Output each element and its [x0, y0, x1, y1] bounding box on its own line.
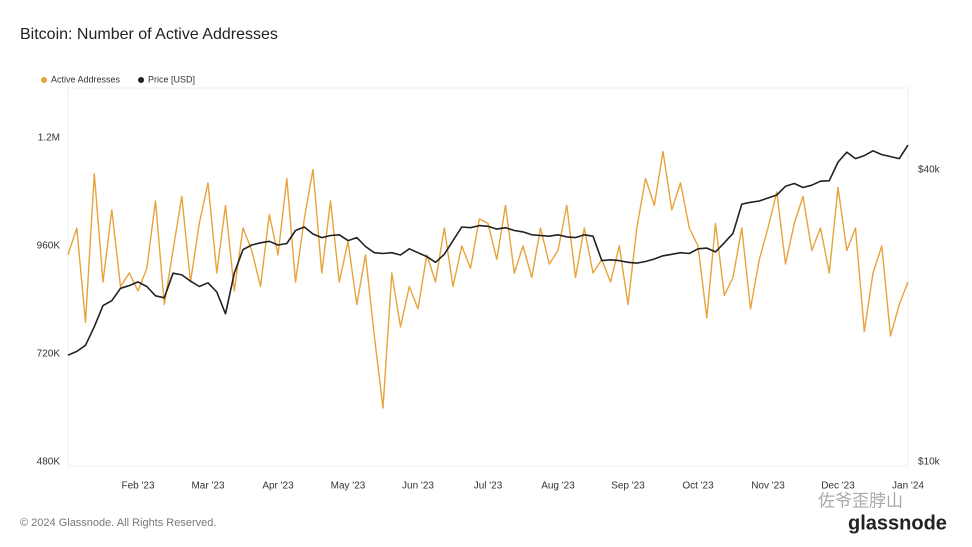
x-tick-label: Jun '23 — [402, 481, 434, 492]
brand: glassnode — [848, 512, 947, 534]
x-tick-label: Oct '23 — [682, 481, 714, 492]
series-line — [67, 144, 909, 356]
x-tick-label: Dec '23 — [821, 481, 855, 492]
y-tick-label: 720K — [37, 349, 61, 360]
x-tick-label: May '23 — [331, 481, 366, 492]
y-tick-label: 960K — [37, 241, 61, 252]
legend-label: Price [USD] — [148, 74, 195, 84]
legend-marker — [138, 77, 145, 83]
legend-label: Active Addresses — [51, 74, 121, 84]
series-line — [67, 150, 909, 409]
y-tick-label: 1.2M — [38, 133, 60, 144]
x-tick-label: Feb '23 — [121, 481, 154, 492]
y2-tick-label: $10k — [918, 457, 941, 468]
x-tick-label: Mar '23 — [191, 481, 224, 492]
x-tick-label: Sep '23 — [611, 481, 645, 492]
x-tick-label: Jan '24 — [892, 481, 924, 492]
chart-title: Bitcoin: Number of Active Addresses — [20, 26, 278, 43]
x-tick-label: Nov '23 — [751, 481, 785, 492]
x-tick-label: Jul '23 — [474, 481, 503, 492]
y-tick-label: 480K — [37, 457, 61, 468]
footer: © 2024 Glassnode. All Rights Reserved. — [20, 517, 216, 529]
y2-tick-label: $40k — [918, 165, 941, 176]
x-tick-label: Aug '23 — [541, 481, 575, 492]
plot-area — [67, 87, 909, 467]
x-tick-label: Apr '23 — [262, 481, 294, 492]
watermark: 佐爷歪脖山 — [818, 491, 903, 510]
legend-marker — [41, 77, 47, 83]
